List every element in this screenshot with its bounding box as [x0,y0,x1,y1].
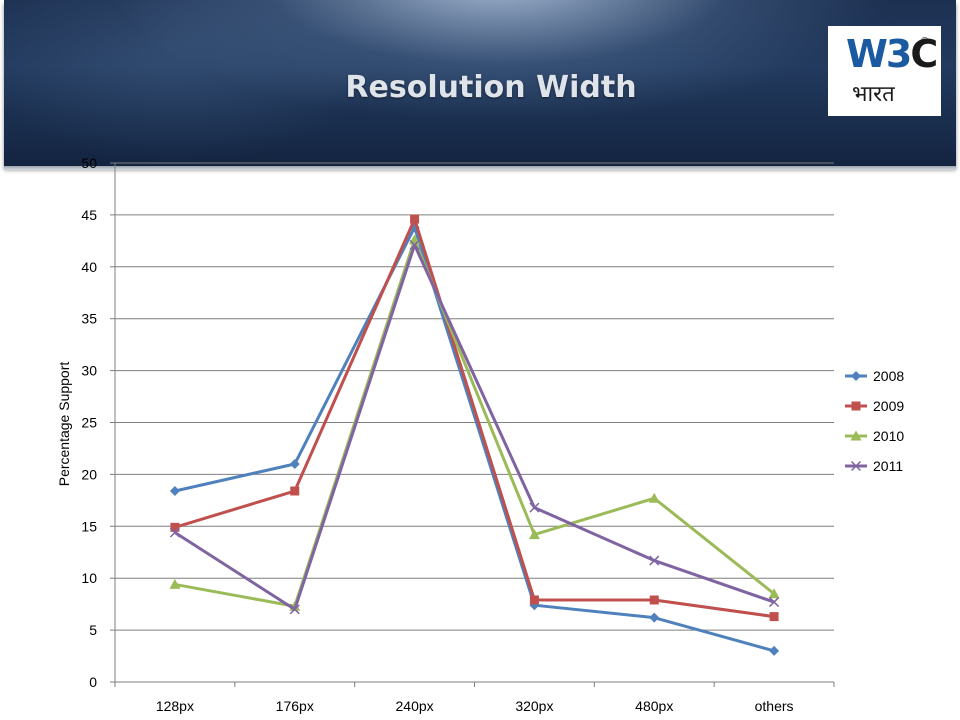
series-line-2010 [174,238,776,608]
data-point-2009 [290,486,300,496]
legend-marker [850,460,862,472]
data-point-2008 [169,486,180,497]
y-tick-label: 35 [81,311,97,327]
series-line-2011 [174,243,775,611]
y-tick-label: 0 [89,674,97,690]
legend-entry-2011: 2011 [845,458,903,474]
series-2008 [169,222,780,656]
data-point-2008 [289,459,300,470]
data-point-2011 [529,502,540,513]
y-tick-label: 50 [81,155,97,171]
series-line-2008 [174,225,775,653]
banner-divider [4,166,956,170]
data-point-2009 [769,612,779,622]
legend-entry-2008: 2008 [845,368,904,384]
series-lines [169,214,780,656]
data-point-2010 [528,529,540,540]
legend-label: 2010 [873,428,904,444]
y-tick-label: 15 [81,518,97,534]
x-axis-ticks: 128px 176px 240px 320px 480px others [114,682,835,714]
y-tick-label: 30 [81,363,97,379]
gridlines [115,162,834,631]
y-axis-ticks: 0 5 10 15 20 25 30 35 40 45 50 [81,155,115,690]
legend-marker [851,401,861,411]
data-point-2008 [769,645,780,656]
data-point-2008 [649,612,660,623]
data-point-2009 [410,214,420,224]
x-tick-label: 480px [635,698,673,714]
data-point-2011 [169,527,180,538]
series-2011 [169,239,780,615]
x-tick-label: 128px [156,698,194,714]
legend-label: 2009 [873,398,904,414]
legend-entry-2010: 2010 [845,428,904,444]
y-tick-label: 25 [81,415,97,431]
x-tick-label: others [755,698,794,714]
x-tick-label: 320px [515,698,553,714]
data-point-2009 [649,595,659,605]
x-tick-label: 240px [396,698,434,714]
series-2009 [170,214,779,622]
legend: 2008 2009 2010 2011 [845,368,904,474]
legend-marker [850,430,862,441]
y-tick-label: 20 [81,466,97,482]
data-point-2011 [409,239,420,251]
legend-label: 2011 [873,458,903,474]
y-tick-label: 40 [81,259,97,275]
legend-entry-2009: 2009 [845,398,904,414]
logo-registered-mark: ® [921,36,929,47]
data-point-2010 [768,588,780,599]
y-tick-label: 45 [81,207,97,223]
logo-bharat-text: भारत [852,82,895,107]
series-line-2009 [174,217,775,619]
slide-title: Resolution Width [345,70,637,105]
title-banner [4,0,956,166]
x-tick-label: 176px [276,698,314,714]
data-point-2009 [529,595,539,605]
legend-marker [851,371,861,381]
y-tick-label: 10 [81,570,97,586]
logo-w3c-text: W3C [846,32,938,76]
y-tick-label: 5 [89,622,97,638]
y-axis-title: Percentage Support [56,362,72,487]
data-point-2011 [769,597,780,608]
w3c-india-logo: W3C ® भारत [828,26,941,116]
data-point-2010 [648,492,660,503]
legend-label: 2008 [873,368,904,384]
data-point-2009 [170,522,180,532]
data-point-2010 [169,578,181,589]
data-point-2011 [649,555,660,566]
data-point-2011 [289,604,300,615]
